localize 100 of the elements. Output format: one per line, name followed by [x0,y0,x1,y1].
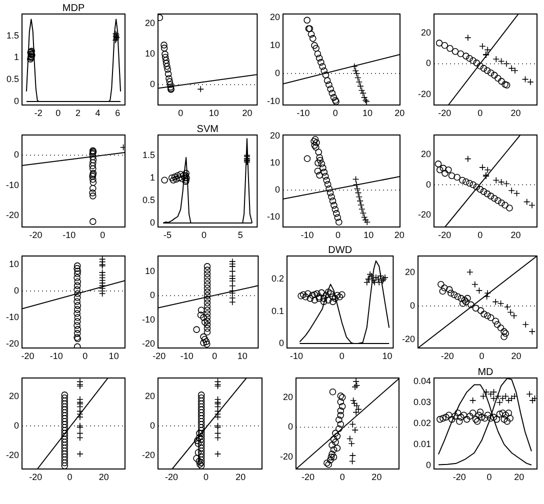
x-tick-label: 10 [382,350,392,361]
x-tick-label: 20 [372,472,382,482]
y-tick-label: 0.04 [413,376,431,386]
y-tick-label: -10 [142,314,155,324]
x-tick-label: 10 [362,108,373,118]
y-tick-label: -20 [6,450,19,460]
x-tick-label: 0 [67,472,72,482]
y-tick-label: 0 [426,179,431,190]
x-tick-label: 0 [204,472,209,482]
x-tick-label: 0 [178,108,184,118]
y-tick-label: 0 [150,420,155,430]
x-tick-label: 0 [100,230,106,240]
x-tick-label: -10 [296,108,310,118]
x-tick-label: 5 [238,230,243,240]
y-tick-label: 0 [150,290,155,300]
x-tick-label: 20 [242,108,252,118]
x-tick-label: -20 [438,230,452,240]
y-tick-label: 0 [274,68,280,78]
y-tick-label: 20 [282,392,293,402]
y-tick-label: 10 [144,48,155,59]
x-tick-label: 0 [332,108,338,118]
y-tick-label: -20 [418,88,431,99]
y-tick-label: -20 [402,334,415,344]
y-tick-label: 0.5 [6,74,19,84]
x-tick-label: 20 [394,108,405,118]
y-tick-label: 0.02 [413,418,431,428]
y-tick-label: 10 [270,157,280,168]
x-tick-label: -10 [62,230,76,240]
y-tick-label: 0 [288,422,293,432]
y-tick-label: 0.03 [413,397,431,408]
x-tick-label: -20 [440,350,454,361]
x-tick-label: 20 [394,230,404,240]
y-tick-label: 0 [426,58,431,68]
x-tick-label: 0 [339,350,344,361]
chart-title: DWD [328,244,352,256]
x-tick-label: -10 [50,350,63,361]
y-tick-label: 1 [150,172,155,182]
y-tick-label: 1.5 [142,150,155,160]
x-tick-label: 0 [486,472,492,482]
chart-title: SVM [196,124,218,135]
y-tick-label: -20 [6,210,19,220]
y-tick-label: -20 [6,338,19,349]
y-tick-label: 0 [150,79,155,90]
x-tick-label: -10 [290,350,304,361]
y-tick-label: 10 [270,40,280,50]
x-tick-label: -20 [29,472,42,482]
x-tick-label: -20 [302,472,315,482]
y-tick-label: 10 [144,266,155,276]
y-tick-label: 0 [426,460,431,470]
x-tick-label: 20 [510,108,521,118]
y-tick-label: 0 [278,338,284,348]
x-tick-label: -20 [164,472,178,482]
y-tick-label: -10 [6,312,19,322]
y-tick-label: 0 [274,184,280,195]
y-tick-label: 0.5 [142,194,155,205]
y-tick-label: 20 [420,149,431,160]
y-tick-label: -10 [266,212,280,222]
x-tick-label: 0 [212,350,218,361]
y-tick-label: 0 [14,96,19,106]
x-tick-label: -20 [21,350,34,361]
y-tick-label: 20 [144,390,155,401]
x-tick-label: -20 [452,472,466,482]
x-tick-label: 20 [510,230,521,240]
y-tick-label: 20 [404,266,415,277]
x-tick-label: 0 [478,230,483,240]
y-tick-label: -20 [280,452,293,462]
x-tick-label: 6 [115,108,120,118]
y-tick-label: 1 [14,52,19,62]
x-tick-label: 20 [514,472,524,482]
y-tick-label: 0.01 [413,438,431,449]
y-tick-label: 0 [410,300,415,311]
y-tick-label: 20 [270,130,280,140]
x-tick-label: 20 [236,472,246,482]
x-tick-label: 2 [75,108,80,118]
y-tick-label: 0 [14,150,19,160]
x-tick-label: 20 [511,350,522,361]
x-tick-label: -2 [34,108,42,118]
x-tick-label: -10 [180,350,194,361]
x-tick-label: 10 [364,230,374,240]
x-tick-label: 4 [95,108,100,118]
y-tick-label: -10 [266,96,280,106]
x-tick-label: 0 [335,230,340,240]
x-tick-label: 10 [237,350,248,361]
y-tick-label: 0 [14,420,19,430]
x-tick-label: 10 [208,108,219,118]
y-tick-label: 0.1 [271,306,284,316]
x-tick-label: 0 [340,472,345,482]
x-tick-label: -5 [163,230,172,240]
y-tick-label: 0.2 [271,274,284,284]
y-tick-label: 0 [14,285,19,296]
chart-title: MD [478,366,494,378]
y-tick-label: -20 [142,450,155,460]
x-tick-label: 20 [98,472,109,482]
x-tick-label: 0 [478,108,483,118]
x-tick-label: -20 [29,230,42,240]
y-tick-label: 20 [270,12,280,22]
y-tick-label: -20 [142,338,155,349]
x-tick-label: 0 [201,230,206,240]
x-tick-label: 10 [108,350,119,361]
chart-title: MDP [62,2,85,14]
